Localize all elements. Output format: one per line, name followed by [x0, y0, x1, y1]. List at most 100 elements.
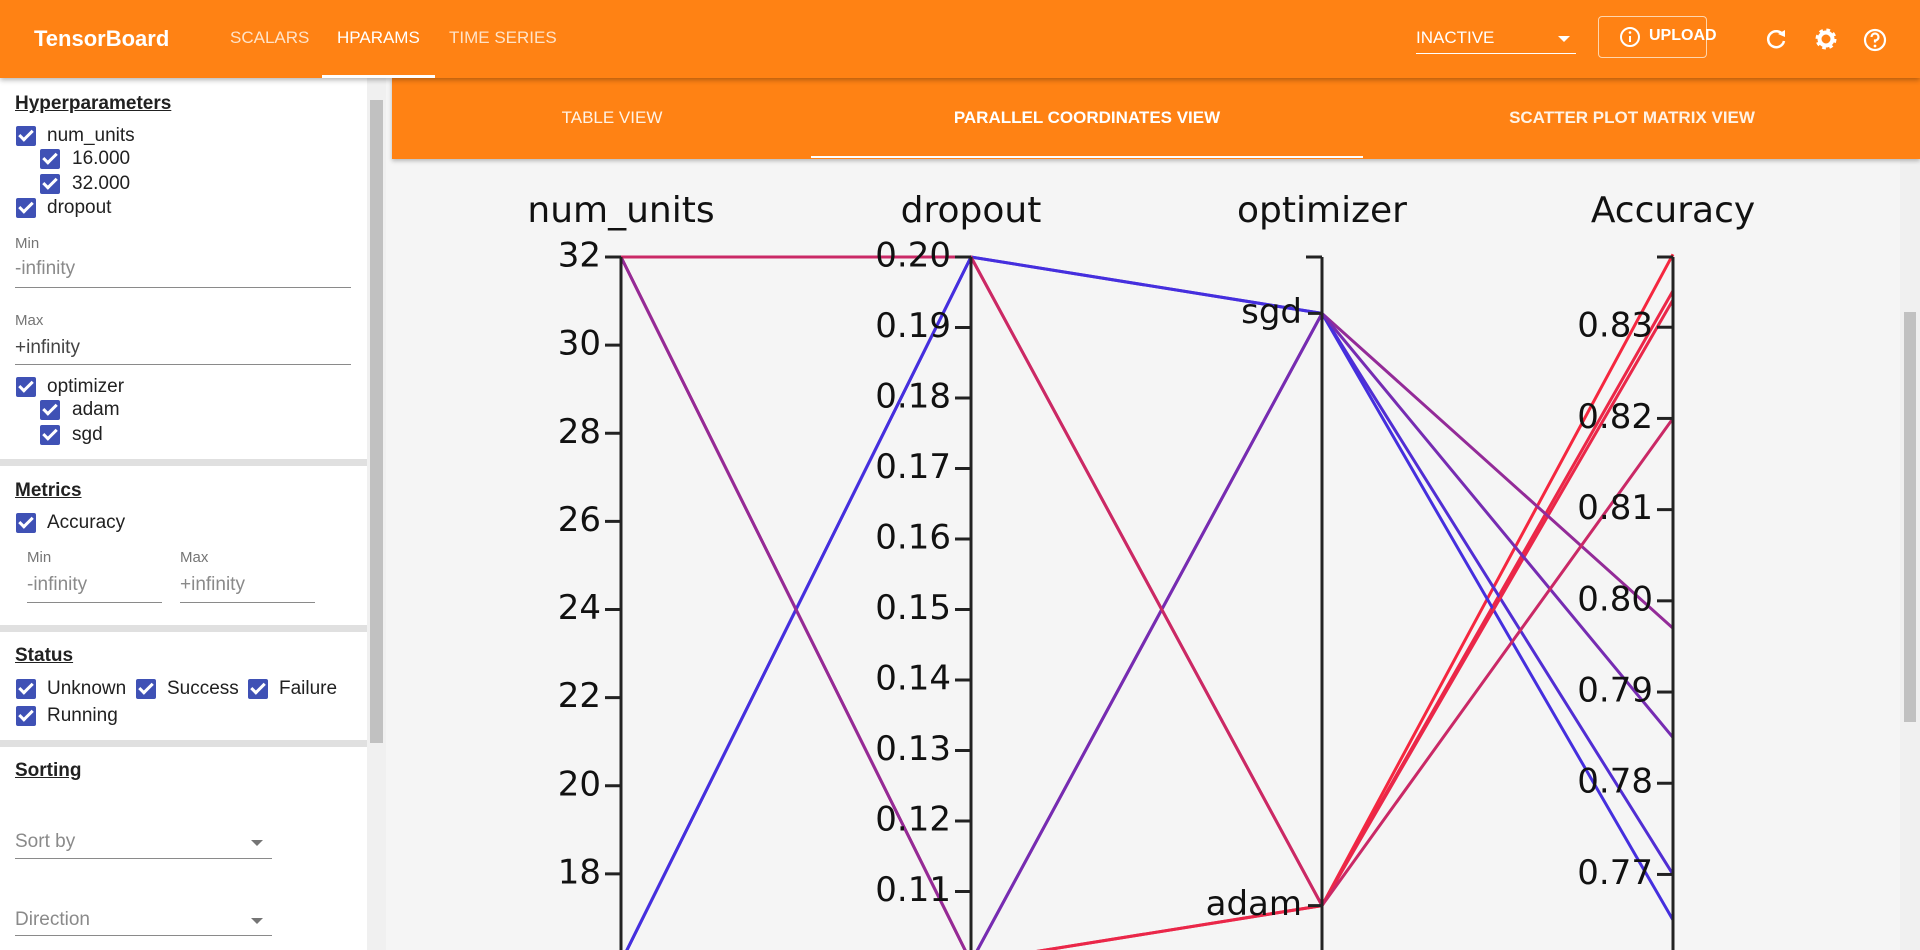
option-label: sgd	[72, 424, 103, 445]
checkbox[interactable]	[40, 174, 60, 194]
max-input[interactable]: +infinity	[15, 337, 80, 358]
tick-label: 0.15	[875, 588, 951, 628]
app-title: TensorBoard	[34, 26, 170, 51]
min-input[interactable]: -infinity	[15, 258, 76, 279]
settings-icon[interactable]	[1813, 26, 1839, 52]
tab-indicator	[322, 75, 435, 78]
trial-line	[619, 256, 1675, 950]
info-icon	[1620, 27, 1640, 47]
input-underline	[15, 364, 351, 365]
checkbox[interactable]	[16, 198, 36, 218]
help-icon[interactable]	[1862, 27, 1888, 53]
tick-label: 0.16	[875, 518, 951, 558]
input-underline	[180, 602, 315, 603]
tick-label: 0.18	[875, 377, 951, 417]
nav-tab-active[interactable]: HPARAMS	[337, 28, 420, 47]
scrollbar-thumb[interactable]	[1904, 312, 1916, 722]
checkbox[interactable]	[16, 513, 36, 533]
scrollbar-thumb[interactable]	[370, 100, 383, 743]
status-label: Success	[167, 678, 239, 699]
tick-label: adam	[1206, 884, 1302, 924]
tick-label: 0.80	[1577, 579, 1653, 619]
axis-title: Accuracy	[1591, 190, 1755, 231]
section-title: Status	[15, 645, 74, 666]
section-title: Hyperparameters	[15, 93, 172, 114]
trial-line	[975, 310, 1675, 950]
select-arrow	[1558, 36, 1570, 42]
axis-title: num_units	[527, 190, 714, 231]
tick-label: 0.13	[875, 729, 951, 769]
upload-label: UPLOAD	[1649, 27, 1717, 44]
tick-label: 0.11	[875, 870, 951, 910]
status-label: Unknown	[47, 678, 127, 699]
upload-button[interactable]: UPLOAD	[1598, 16, 1717, 58]
input-underline	[27, 602, 162, 603]
field-label: Max	[180, 549, 209, 566]
tick-label: 0.81	[1577, 488, 1653, 528]
view-tabs: TABLE VIEW PARALLEL COORDINATES VIEW SCA…	[392, 78, 1920, 159]
max-input[interactable]: +infinity	[180, 574, 245, 595]
tick-label: 0.82	[1577, 397, 1653, 437]
checkbox[interactable]	[16, 706, 36, 726]
tick-label: 22	[558, 676, 601, 716]
select-underline	[15, 935, 272, 936]
min-input[interactable]: -infinity	[27, 574, 88, 595]
axis-title: optimizer	[1237, 190, 1407, 231]
select-underline	[15, 858, 272, 859]
tick-label: 26	[558, 500, 601, 540]
sort-select[interactable]: Sort by	[15, 831, 76, 852]
hparam-label: num_units	[47, 125, 135, 146]
tick-label: 20	[558, 764, 601, 804]
axis-title: dropout	[901, 190, 1042, 231]
tick-label: 0.19	[875, 306, 951, 346]
scrollbar[interactable]	[1900, 159, 1920, 950]
select-arrow	[251, 840, 263, 846]
tick-label: 0.83	[1577, 306, 1653, 346]
parallel-coordinates-chart: num_units 18 20 22 24 26 28 30 32 dropout 0.11 0.12…	[527, 190, 1755, 950]
checkbox[interactable]	[40, 149, 60, 169]
trial-line	[625, 255, 1675, 950]
metric-label: Accuracy	[47, 512, 126, 533]
field-label: Min	[15, 235, 40, 252]
field-label: Max	[15, 312, 44, 329]
separator	[0, 459, 367, 466]
view-tab-active[interactable]: PARALLEL COORDINATES VIEW	[953, 108, 1221, 127]
separator	[0, 740, 367, 747]
direction-select[interactable]: Direction	[15, 909, 90, 930]
checkbox[interactable]	[16, 679, 36, 699]
checkbox[interactable]	[136, 679, 156, 699]
nav-tab[interactable]: TIME SERIES	[449, 28, 557, 47]
view-tab-indicator	[811, 156, 1363, 158]
checkbox[interactable]	[16, 377, 36, 397]
tick-label: 30	[558, 324, 601, 364]
trial-line	[619, 256, 1675, 950]
tick-label: sgd	[1241, 292, 1302, 332]
checkbox[interactable]	[248, 679, 268, 699]
app-bar: TensorBoard SCALARS HPARAMS TIME SERIES …	[0, 0, 1920, 78]
checkbox[interactable]	[40, 400, 60, 420]
tick-label: 0.79	[1577, 671, 1653, 711]
tick-label: 0.77	[1577, 853, 1653, 893]
checkbox[interactable]	[40, 425, 60, 445]
lines	[619, 253, 1675, 950]
view-tab[interactable]: SCATTER PLOT MATRIX VIEW	[1509, 108, 1755, 127]
option-label: 16.000	[72, 148, 131, 169]
trial-line	[621, 255, 1675, 909]
view-tab[interactable]: TABLE VIEW	[561, 108, 663, 127]
status-label: Running	[47, 705, 118, 726]
section-title: Sorting	[15, 760, 82, 781]
tick-label: 0.12	[875, 800, 951, 840]
trial-line	[1036, 299, 1675, 950]
checkbox[interactable]	[16, 126, 36, 146]
nav-tab[interactable]: SCALARS	[230, 28, 310, 47]
status-label: Failure	[279, 678, 338, 699]
sidebar: Hyperparameters num_units 16.000 32.000 …	[0, 78, 386, 950]
option-label: adam	[72, 399, 120, 420]
hparam-label: dropout	[47, 197, 112, 218]
run-select[interactable]: INACTIVE	[1416, 28, 1495, 47]
scrollbar[interactable]	[367, 78, 386, 950]
field-label: Min	[27, 549, 52, 566]
tick-label: 32	[558, 236, 601, 276]
refresh-icon[interactable]	[1764, 27, 1788, 51]
